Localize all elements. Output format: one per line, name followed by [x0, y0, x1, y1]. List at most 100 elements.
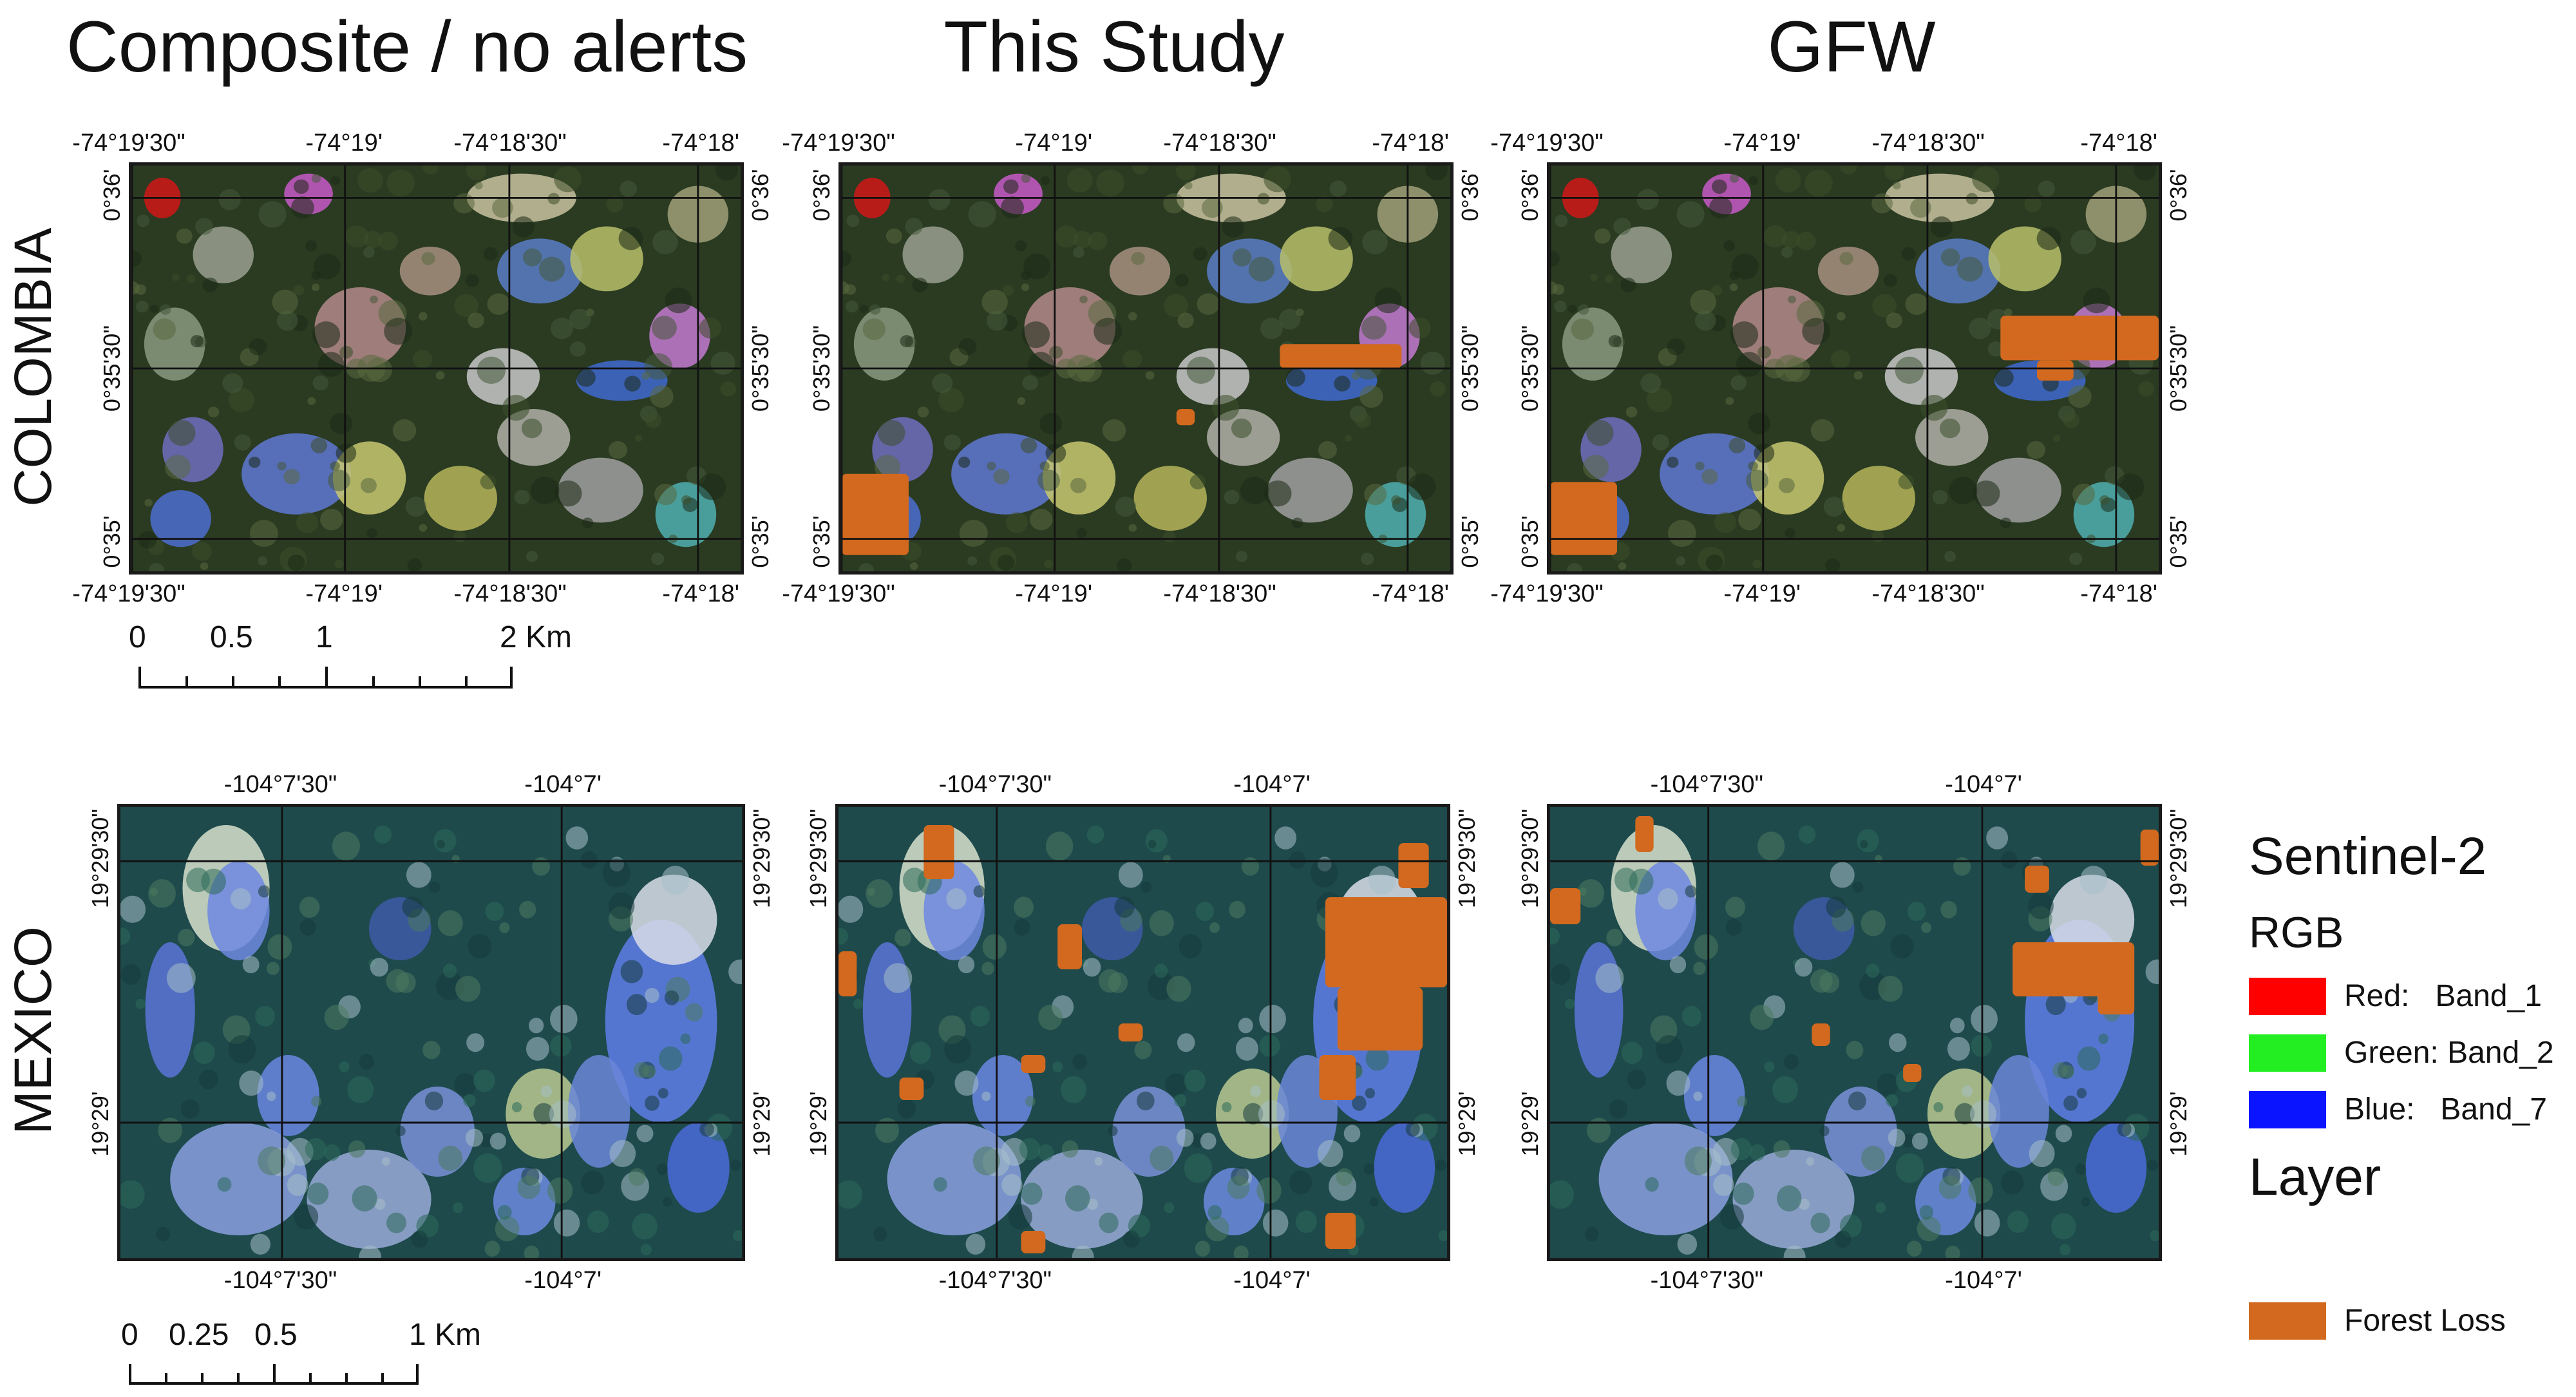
longitude-tick-label: -74°19'30" — [782, 580, 895, 607]
longitude-tick-label: -74°19' — [305, 580, 383, 607]
latitude-tick-label: 0°36' — [747, 169, 773, 222]
longitude-tick-label: -104°7' — [524, 1267, 602, 1294]
scale-label: 0.5 — [210, 620, 253, 654]
latitude-tick-label: 0°36' — [808, 169, 835, 222]
scale-label: 0 — [121, 1318, 138, 1352]
longitude-tick-label: -104°7'30" — [1650, 771, 1763, 798]
legend-label-green: Green: Band_2 — [2344, 1036, 2554, 1070]
latitude-tick-label: 0°35'30" — [808, 325, 835, 412]
longitude-tick-label: -74°18'30" — [1871, 580, 1985, 607]
latitude-tick-label: 19°29'30" — [2165, 809, 2192, 909]
longitude-tick-label: -74°18' — [662, 580, 739, 607]
longitude-tick-label: -74°18'30" — [453, 580, 567, 607]
latitude-tick-label: 19°29'30" — [748, 809, 775, 909]
longitude-tick-label: -74°19' — [305, 129, 383, 157]
longitude-tick-label: -74°18' — [662, 129, 739, 157]
longitude-tick-label: -74°19'30" — [72, 129, 185, 157]
legend-swatch-forest-loss — [2249, 1302, 2326, 1340]
latitude-tick-label: 0°36' — [1517, 169, 1543, 222]
legend-rgb-title: RGB — [2249, 908, 2344, 957]
longitude-tick-label: -104°7' — [1945, 771, 2022, 798]
legend-swatch-blue — [2249, 1091, 2326, 1128]
latitude-tick-label: 0°36' — [99, 169, 125, 222]
latitude-tick-label: 0°35' — [808, 515, 835, 568]
latitude-tick-label: 19°29'30" — [1454, 809, 1480, 909]
column-title-this-study: This Study — [943, 6, 1285, 87]
satellite-image — [1550, 807, 2159, 1258]
longitude-tick-label: -104°7' — [524, 771, 602, 798]
latitude-tick-label: 0°35'30" — [1517, 325, 1543, 412]
legend-layer-title: Layer — [2249, 1148, 2382, 1206]
latitude-tick-label: 0°35' — [1457, 515, 1483, 568]
colombia-this-study-map — [838, 162, 1454, 575]
colombia-composite-map — [129, 162, 744, 575]
latitude-tick-label: 0°35' — [747, 515, 773, 568]
scale-label: 2 Km — [500, 620, 573, 654]
mexico-gfw-map — [1547, 804, 2162, 1261]
legend-label-blue: Blue: Band_7 — [2344, 1092, 2547, 1126]
longitude-tick-label: -104°7'30" — [938, 1267, 1052, 1294]
latitude-tick-label: 0°36' — [1457, 169, 1483, 222]
mexico-composite-map — [117, 804, 745, 1261]
latitude-tick-label: 0°35'30" — [99, 325, 125, 412]
latitude-tick-label: 0°35' — [2165, 515, 2192, 568]
longitude-tick-label: -74°18' — [2080, 580, 2157, 607]
longitude-tick-label: -74°19' — [1723, 580, 1801, 607]
column-title-gfw: GFW — [1767, 6, 1936, 87]
longitude-tick-label: -74°18'30" — [1871, 129, 1985, 157]
satellite-image — [120, 807, 742, 1258]
legend-label-forest-loss: Forest Loss — [2344, 1304, 2506, 1338]
mexico-this-study-map — [835, 804, 1450, 1261]
satellite-image — [842, 166, 1450, 571]
latitude-tick-label: 19°29' — [805, 1091, 831, 1157]
legend-swatch-green — [2249, 1034, 2326, 1072]
legend-title: Sentinel-2 — [2249, 827, 2487, 886]
scale-label: 1 Km — [409, 1318, 482, 1352]
scale-label: 0.25 — [169, 1318, 229, 1352]
legend-swatch-red — [2249, 978, 2326, 1015]
latitude-tick-label: 0°35'30" — [1457, 325, 1483, 412]
longitude-tick-label: -74°18'30" — [1163, 580, 1276, 607]
longitude-tick-label: -104°7'30" — [1650, 1267, 1763, 1294]
latitude-tick-label: 0°35'30" — [2165, 325, 2192, 412]
satellite-image — [1550, 166, 2159, 571]
latitude-tick-label: 19°29' — [87, 1091, 113, 1157]
longitude-tick-label: -74°18' — [1372, 129, 1449, 157]
latitude-tick-label: 19°29'30" — [87, 809, 113, 909]
scale-label: 0 — [129, 620, 146, 654]
longitude-tick-label: -74°18'30" — [1163, 129, 1276, 157]
longitude-tick-label: -74°18' — [2080, 129, 2157, 157]
row-label-mexico: MEXICO — [4, 926, 62, 1135]
latitude-tick-label: 0°36' — [2165, 169, 2192, 222]
longitude-tick-label: -74°18'30" — [453, 129, 567, 157]
longitude-tick-label: -74°19'30" — [1490, 580, 1604, 607]
longitude-tick-label: -104°7'30" — [223, 1267, 337, 1294]
longitude-tick-label: -74°19' — [1015, 580, 1093, 607]
latitude-tick-label: 19°29'30" — [1517, 809, 1543, 909]
legend-label-red: Red: Band_1 — [2344, 979, 2542, 1013]
longitude-tick-label: -74°19' — [1723, 129, 1801, 157]
latitude-tick-label: 19°29' — [748, 1091, 775, 1157]
column-title-composite: Composite / no alerts — [66, 6, 748, 87]
latitude-tick-label: 19°29' — [2165, 1091, 2192, 1157]
latitude-tick-label: 19°29' — [1454, 1091, 1480, 1157]
longitude-tick-label: -74°19'30" — [72, 580, 185, 607]
latitude-tick-label: 19°29'30" — [805, 809, 831, 909]
scale-label: 0.5 — [254, 1318, 298, 1352]
latitude-tick-label: 0°35' — [99, 515, 125, 568]
longitude-tick-label: -104°7'30" — [938, 771, 1052, 798]
satellite-image — [838, 807, 1447, 1258]
longitude-tick-label: -74°19' — [1015, 129, 1093, 157]
row-label-colombia: COLOMBIA — [4, 227, 62, 507]
latitude-tick-label: 0°35' — [1517, 515, 1543, 568]
longitude-tick-label: -74°18' — [1372, 580, 1449, 607]
longitude-tick-label: -74°19'30" — [1490, 129, 1604, 157]
colombia-gfw-map — [1547, 162, 2162, 575]
satellite-image — [132, 166, 741, 571]
latitude-tick-label: 19°29' — [1517, 1091, 1543, 1157]
longitude-tick-label: -74°19'30" — [782, 129, 895, 157]
longitude-tick-label: -104°7' — [1233, 771, 1311, 798]
latitude-tick-label: 0°35'30" — [747, 325, 773, 412]
longitude-tick-label: -104°7' — [1945, 1267, 2022, 1294]
scale-label: 1 — [316, 620, 333, 654]
